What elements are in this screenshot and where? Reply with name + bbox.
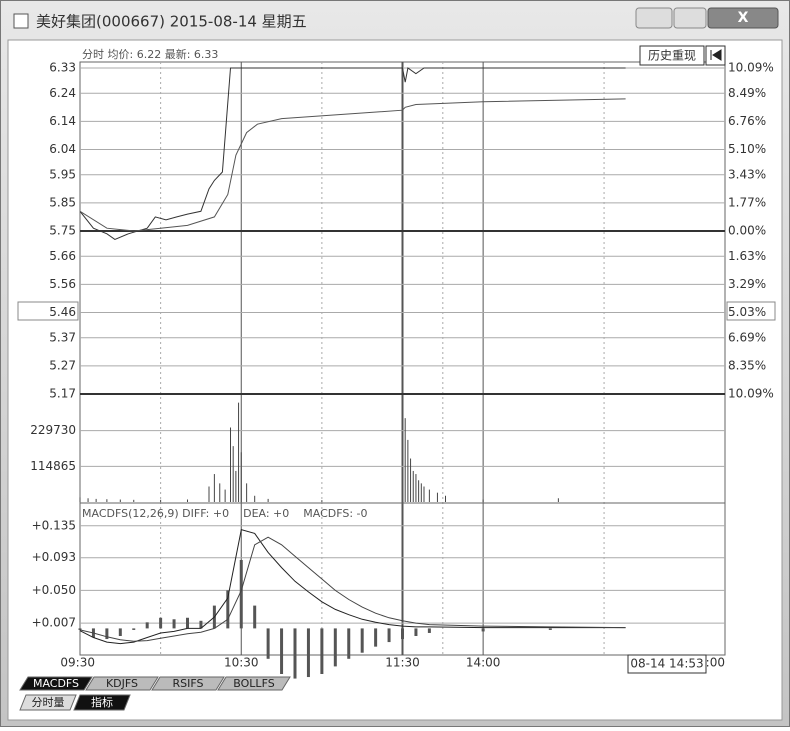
y-tick-label: 5.66 (49, 249, 76, 263)
pct-label: 10.09% (728, 387, 774, 401)
pct-label: 6.76% (728, 114, 766, 128)
cursor-pct-box (726, 301, 776, 321)
pct-label: 8.49% (728, 86, 766, 100)
pct-label: 0.00% (728, 224, 766, 238)
tab[interactable] (85, 676, 159, 691)
avg-line (80, 98, 626, 232)
tab-label: RSIFS (173, 677, 204, 690)
x-tick-label: 14:00 (466, 656, 501, 670)
y-tick-label: 229730 (30, 423, 76, 437)
price-line (80, 67, 626, 240)
cursor-time-box (627, 654, 707, 674)
window-title: 美好集团(000667) 2015-08-14 星期五 (36, 13, 307, 31)
tab-label: KDJFS (106, 677, 138, 690)
x-tick-label: 09:30 (60, 656, 95, 670)
cursor-time: 08-14 14:53 (630, 657, 703, 671)
y-tick-label: 6.04 (49, 142, 76, 156)
diff-line (79, 528, 626, 645)
tab[interactable] (217, 676, 291, 691)
pct-label: 3.43% (728, 167, 766, 181)
y-tick-label: +0.007 (32, 616, 76, 630)
y-tick-label: 5.46 (49, 305, 76, 319)
tab-label: MACDFS (33, 677, 79, 690)
y-tick-label: 5.37 (49, 330, 76, 344)
y-tick-label: 5.75 (49, 224, 76, 238)
history-button-label: 历史重现 (648, 49, 696, 63)
x-tick-label: 11:30 (385, 656, 420, 670)
close-icon: X (738, 10, 749, 26)
pct-label: 10.09% (728, 61, 774, 75)
pct-label: 3.29% (728, 277, 766, 291)
maximize-button[interactable] (673, 7, 707, 29)
close-button[interactable] (707, 7, 779, 29)
y-tick-label: 6.14 (49, 114, 76, 128)
app-icon (13, 13, 29, 29)
back-icon (710, 49, 722, 61)
price-lines (80, 67, 626, 240)
bottom-tab[interactable] (19, 694, 77, 711)
y-tick-label: +0.093 (32, 550, 76, 564)
pct-label: 1.77% (728, 195, 766, 209)
y-tick-label: 114865 (30, 459, 76, 473)
macd-header: DEA: +0 (243, 507, 289, 520)
info-text: 分时 均价: 6.22 最新: 6.33 (82, 47, 218, 61)
tab[interactable] (151, 676, 225, 691)
bottom-tab-label: 指标 (91, 695, 113, 709)
pct-label: 1.63% (728, 249, 766, 263)
tab-label: BOLLFS (233, 677, 274, 690)
history-button[interactable] (639, 45, 705, 66)
y-tick-label: 5.56 (49, 277, 76, 291)
y-tick-label: +0.135 (32, 518, 76, 532)
bottom-tab[interactable] (73, 694, 131, 711)
tab[interactable] (19, 676, 93, 691)
pct-label: 5.03% (728, 305, 766, 319)
y-tick-label: 5.17 (49, 387, 76, 401)
cursor-price-box (17, 301, 79, 321)
y-tick-label: 5.85 (49, 195, 76, 209)
y-tick-label: 6.33 (49, 61, 76, 75)
macd-header: MACDFS(12,26,9) DIFF: +0 (82, 507, 229, 520)
macd-header: MACDFS: -0 (303, 507, 367, 520)
y-tick-label: +0.050 (32, 583, 76, 597)
x-tick-label: 10:30 (224, 656, 259, 670)
bottom-tab-label: 分时量 (32, 696, 65, 709)
minimize-button[interactable] (635, 7, 673, 29)
y-tick-label: 6.24 (49, 86, 76, 100)
y-tick-label: 5.95 (49, 167, 76, 181)
pct-label: 6.69% (728, 330, 766, 344)
dea-line (79, 536, 626, 642)
y-tick-label: 5.27 (49, 358, 76, 372)
pct-label: 8.35% (728, 358, 766, 372)
pct-label: 5.10% (728, 142, 766, 156)
